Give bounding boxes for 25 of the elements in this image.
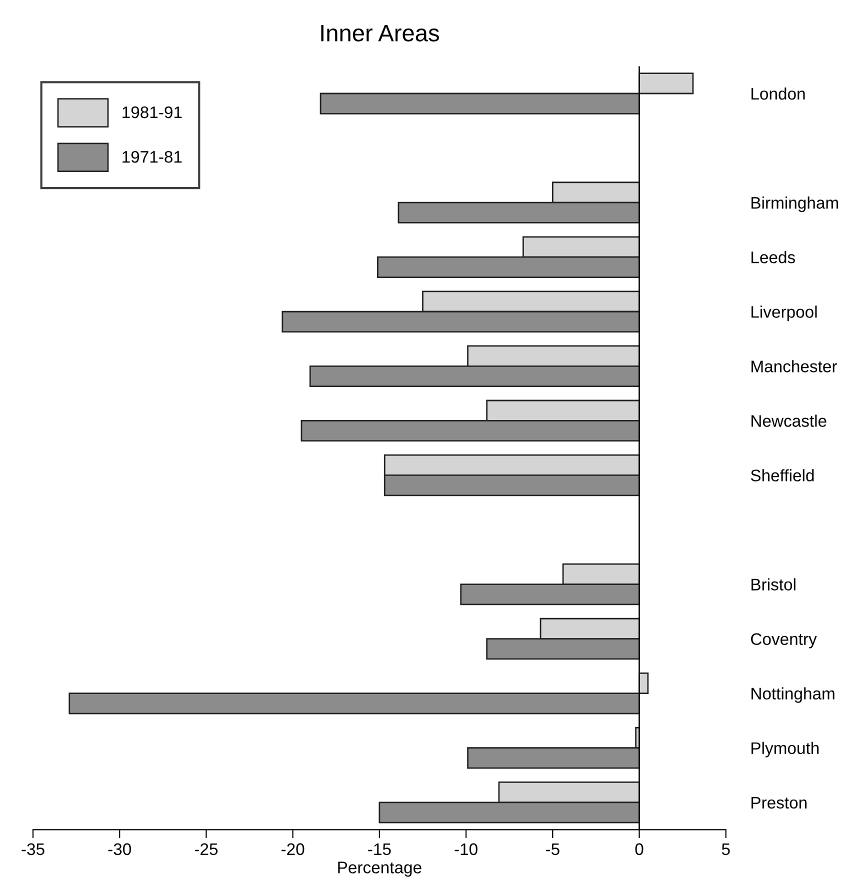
y-tick-label: Plymouth <box>752 742 819 758</box>
x-tick-label: -15 <box>368 843 391 856</box>
legend-label: 1981-91 <box>122 106 182 118</box>
y-tick-label: Newcastle <box>752 414 826 427</box>
y-tick-label: Bristol <box>752 578 796 590</box>
y-tick-label: Liverpool <box>752 306 817 322</box>
x-tick-label: -25 <box>194 843 218 856</box>
y-tick-label: Coventry <box>751 633 817 648</box>
x-tick-label: -20 <box>282 843 304 856</box>
x-tick-label: -5 <box>546 843 560 856</box>
x-tick-label: 0 <box>635 843 644 856</box>
y-tick-label: Birmingham <box>752 196 838 212</box>
y-tick-label: London <box>752 87 805 100</box>
chart-title: Inner Areas <box>321 24 439 42</box>
y-tick-label: Manchester <box>752 360 837 372</box>
legend-label: 1971-81 <box>122 150 182 163</box>
x-tick-label: -35 <box>22 843 44 856</box>
y-tick-label: Preston <box>752 796 807 809</box>
y-tick-label: Nottingham <box>752 687 834 703</box>
y-tick-label: Sheffield <box>750 469 814 482</box>
y-tick-label: Leeds <box>752 251 795 264</box>
x-tick-label: -10 <box>454 843 478 856</box>
x-tick-label: 5 <box>722 843 730 856</box>
x-axis-title: Percentage <box>338 862 422 877</box>
x-tick-label: -30 <box>108 843 131 856</box>
